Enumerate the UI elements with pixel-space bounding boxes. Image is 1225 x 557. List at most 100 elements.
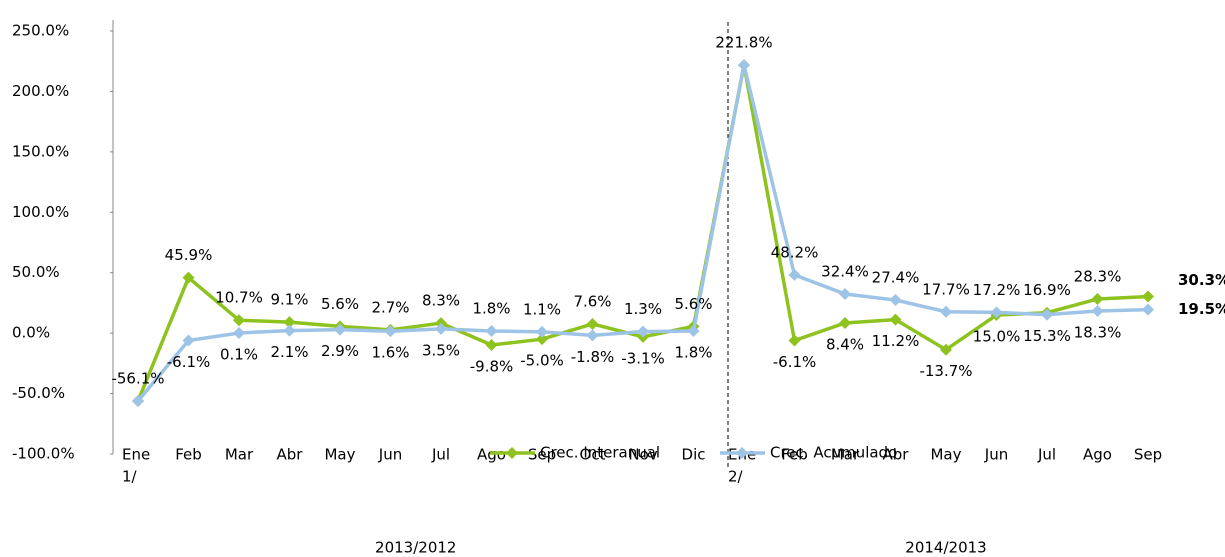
x-tick-label: Ene (122, 446, 150, 464)
data-label: 1.8% (472, 299, 510, 317)
group-label: 2014/2013 (905, 539, 986, 557)
point-marker (485, 338, 498, 351)
x-tick-label: Sep (528, 446, 556, 464)
x-tick-label: 2/ (728, 468, 744, 486)
point-marker (788, 334, 801, 347)
point-marker (536, 333, 548, 346)
data-label: 5.6% (321, 295, 359, 313)
data-label: 15.0% (973, 328, 1021, 346)
data-label: 17.2% (973, 281, 1021, 299)
y-tick-label: 250.0% (12, 22, 69, 40)
data-label: 19.5% (1178, 300, 1225, 318)
x-tick-label: Ago (1083, 446, 1112, 464)
data-label: 10.7% (215, 289, 263, 307)
data-label: 30.3% (1178, 271, 1225, 289)
x-tick-label: Nov (628, 446, 657, 464)
point-marker (839, 316, 851, 329)
point-marker (940, 305, 952, 318)
x-tick-label: May (930, 446, 961, 464)
x-tick-label: Dic (682, 446, 706, 464)
data-label: 1.8% (674, 343, 712, 361)
point-marker (233, 327, 245, 340)
data-label: 18.3% (1074, 324, 1122, 342)
data-label: -56.1% (111, 369, 164, 387)
point-marker (1091, 292, 1104, 305)
point-marker (940, 343, 952, 356)
point-marker (283, 316, 296, 329)
x-tick-label: Jun (984, 446, 1008, 464)
data-label: 8.3% (422, 292, 460, 310)
data-label: 221.8% (715, 34, 772, 52)
y-tick-label: 0.0% (12, 324, 50, 342)
point-marker (283, 324, 296, 337)
point-marker (435, 322, 447, 335)
data-label: 2.9% (321, 342, 359, 360)
data-label: 28.3% (1074, 267, 1122, 285)
x-tick-label: Feb (175, 446, 202, 464)
x-tick-label: Jul (431, 446, 450, 464)
x-tick-label: 1/ (122, 468, 138, 486)
x-tick-label: Mar (831, 446, 860, 464)
data-label: 5.6% (674, 295, 712, 313)
data-label: -5.0% (520, 352, 564, 370)
x-tick-label: Oct (580, 446, 606, 464)
point-marker (1041, 308, 1053, 321)
data-label: 17.7% (922, 280, 970, 298)
data-label: 2.7% (371, 298, 409, 316)
point-marker (334, 323, 346, 336)
data-label: 3.5% (422, 341, 460, 359)
data-label: 27.4% (872, 269, 920, 287)
data-label: -3.1% (621, 349, 665, 367)
point-marker (788, 268, 801, 281)
data-label: -6.1% (773, 353, 817, 371)
data-label: 7.6% (573, 292, 611, 310)
point-marker (384, 325, 397, 338)
point-marker (536, 325, 548, 338)
data-label: 0.1% (220, 346, 258, 364)
y-tick-label: -50.0% (12, 384, 65, 402)
point-marker (889, 294, 902, 307)
point-marker (687, 324, 700, 337)
point-marker (990, 306, 1003, 319)
x-tick-label: Mar (225, 446, 254, 464)
y-tick-label: 200.0% (12, 82, 69, 100)
point-marker (485, 324, 498, 337)
x-tick-label: Abr (277, 446, 304, 464)
point-marker (637, 325, 649, 338)
data-label: 11.2% (872, 332, 920, 350)
data-label: -13.7% (919, 362, 972, 380)
x-tick-label: Abr (883, 446, 910, 464)
group-label: 2013/2012 (375, 539, 456, 557)
data-label: 48.2% (771, 243, 819, 261)
legend-label: Crec. Interanual (540, 444, 660, 462)
y-tick-label: 100.0% (12, 203, 69, 221)
data-label: 1.1% (523, 300, 561, 318)
point-marker (1142, 290, 1154, 303)
y-tick-label: -100.0% (12, 445, 75, 463)
y-tick-label: 150.0% (12, 142, 69, 160)
data-label: 9.1% (270, 291, 308, 309)
data-label: 1.6% (371, 344, 409, 362)
data-label: 1.3% (624, 300, 662, 318)
data-label: 8.4% (826, 335, 864, 353)
point-marker (182, 334, 195, 347)
point-marker (233, 314, 245, 327)
data-label: 32.4% (821, 262, 869, 280)
point-marker (132, 394, 144, 407)
point-marker (738, 59, 750, 72)
data-label: 2.1% (270, 343, 308, 361)
data-label: -1.8% (571, 348, 615, 366)
legend-label: Crec. Acumulado (770, 444, 897, 462)
point-marker (586, 317, 599, 330)
legend-marker (736, 447, 748, 459)
point-marker (839, 287, 851, 300)
data-label: 16.9% (1023, 281, 1071, 299)
data-label: -6.1% (167, 353, 211, 371)
x-tick-label: Jun (378, 446, 402, 464)
point-marker (182, 271, 195, 284)
point-marker (889, 313, 902, 326)
data-label: 15.3% (1023, 327, 1071, 345)
y-tick-label: 50.0% (12, 263, 60, 281)
point-marker (586, 329, 599, 342)
